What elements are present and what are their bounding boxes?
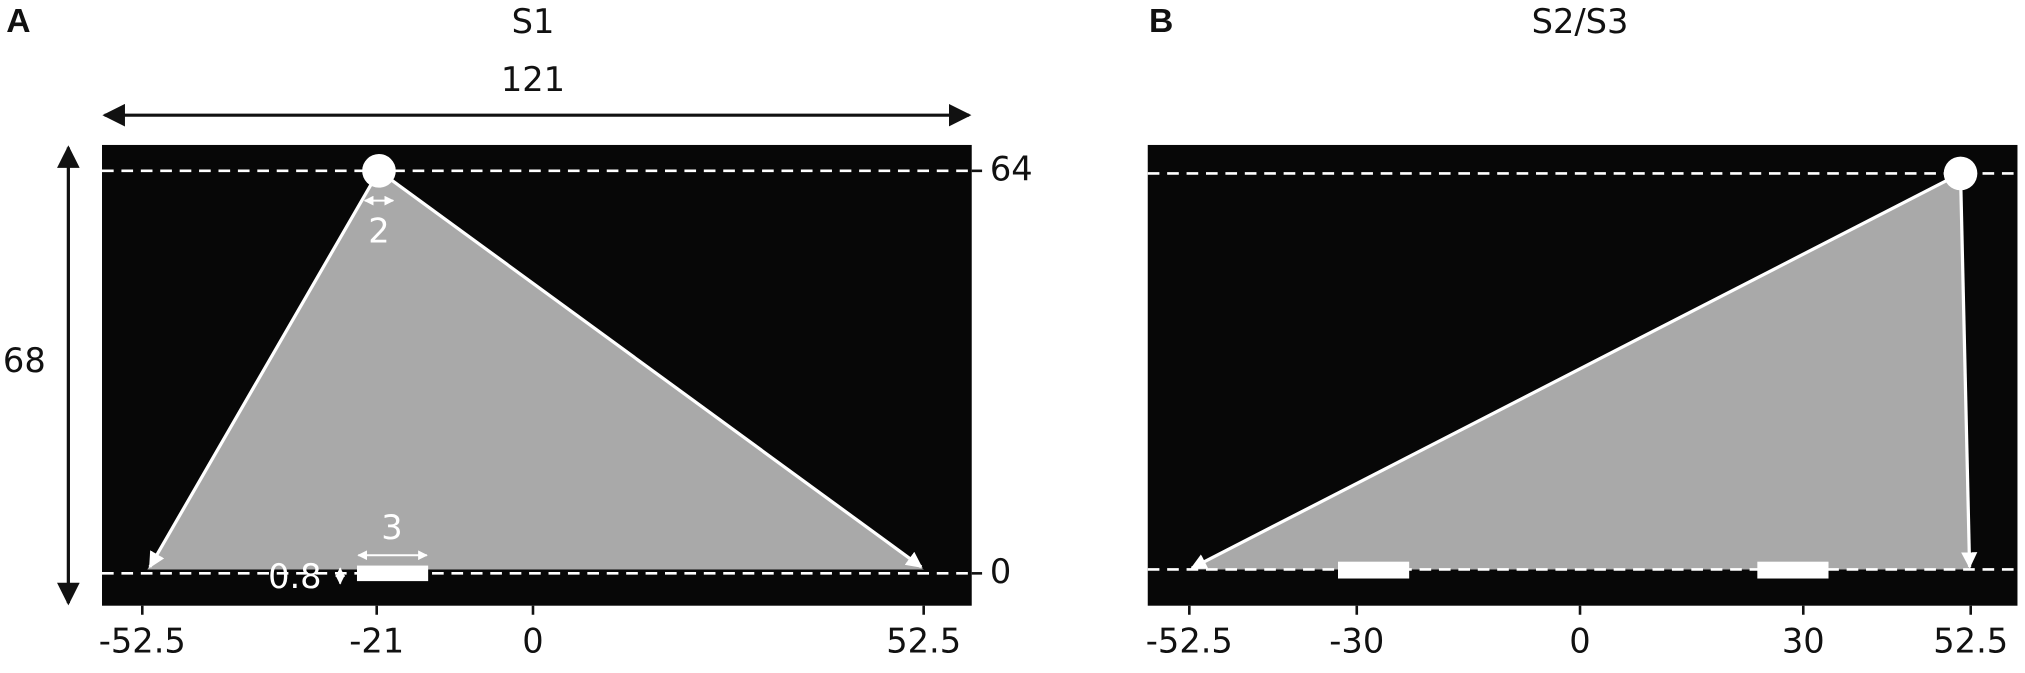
trajectory — [378, 169, 923, 569]
x-tick-label: -30 — [1329, 622, 1384, 661]
x-tick-label: -52.5 — [99, 622, 186, 661]
panel-b: B S2/S3 — [1147, 2, 2018, 606]
goal — [356, 565, 429, 582]
goal — [1757, 561, 1829, 579]
x-tick-label: 52.5 — [886, 622, 961, 661]
height-label: 68 — [3, 341, 46, 380]
x-tick-label: -52.5 — [1146, 622, 1233, 661]
trajectory — [1958, 173, 1978, 569]
x-tick-label: 0 — [1569, 622, 1590, 661]
panel-title: S2/S3 — [1532, 2, 1629, 41]
goal-height-label: 0.8 — [268, 557, 322, 596]
panel-label: A — [6, 3, 30, 40]
panel-title: S1 — [512, 2, 555, 41]
goal-width-label: 3 — [381, 508, 402, 547]
ball — [362, 154, 396, 188]
panel-a: A S1 121 68 2 3 0.8 — [3, 2, 983, 606]
panel-label: B — [1149, 3, 1173, 40]
trajectory — [148, 170, 381, 569]
trajectory — [1190, 171, 1962, 570]
ball-width-label: 2 — [368, 211, 389, 250]
pass-area — [147, 170, 924, 570]
x-tick-label: 30 — [1782, 622, 1825, 661]
x-tick-label: -21 — [349, 622, 404, 661]
goal — [1337, 561, 1410, 579]
y-tick-label: 64 — [990, 149, 1033, 188]
x-tick-label: 52.5 — [1933, 622, 2008, 661]
ball — [1943, 156, 1978, 191]
x-tick-label: 0 — [522, 622, 543, 661]
y-tick-label: 0 — [990, 552, 1011, 591]
width-label: 121 — [501, 60, 565, 99]
